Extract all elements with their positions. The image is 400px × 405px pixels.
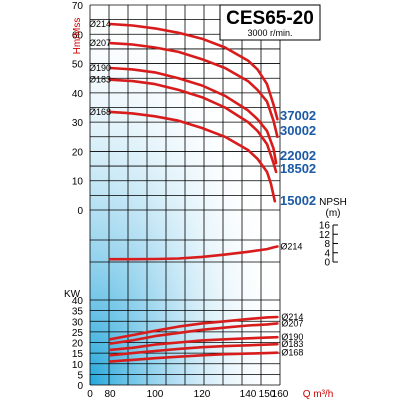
npsh-impeller-label: Ø214: [280, 242, 302, 252]
power-impeller-label: Ø168: [281, 348, 303, 358]
power-curve: [108, 322, 279, 345]
labels: 0481216NPSH(m)010203040506070Hm/Mss05101…: [64, 1, 347, 400]
head-curve: [108, 110, 277, 203]
head-impeller-label: Ø183: [89, 75, 111, 85]
npsh-axis-label: NPSH: [319, 197, 347, 208]
power-tick-label: 35: [72, 307, 84, 318]
pump-model-label: 37002: [280, 108, 316, 123]
power-tick-label: 5: [77, 370, 83, 381]
power-axis-label: KW: [64, 289, 81, 300]
power-tick-label: 30: [72, 317, 84, 328]
power-tick-label: 25: [72, 328, 84, 339]
title-box-border: [219, 4, 321, 41]
head-curve: [108, 78, 278, 174]
head-tick-label: 20: [72, 147, 84, 158]
head-curve: [108, 66, 278, 165]
head-impeller-label: Ø207: [89, 38, 111, 48]
head-curve: [108, 22, 279, 121]
power-tick-label: 40: [72, 296, 84, 307]
pump-model-label: 30002: [280, 123, 316, 138]
npsh-tick-label: 12: [319, 230, 331, 241]
power-tick-label: 20: [72, 339, 84, 350]
npsh-tick-label: 4: [324, 248, 330, 259]
x-tick-label: 160: [272, 389, 289, 400]
chart-subtitle: 3000 r/min.: [247, 28, 292, 38]
x-tick-label: 120: [194, 389, 211, 400]
npsh-curve: [108, 245, 279, 261]
power-curve: [108, 315, 279, 341]
head-tick-label: 70: [72, 1, 84, 12]
npsh-tick-label: 0: [324, 258, 330, 269]
head-tick-label: 0: [77, 206, 83, 217]
chart-title: CES65-20: [226, 8, 314, 29]
x-axis-label: Q m³/h: [303, 389, 334, 400]
power-tick-label: 10: [72, 360, 84, 371]
head-impeller-label: Ø190: [89, 63, 111, 73]
x-tick-label: 140: [240, 389, 257, 400]
power-curve: [108, 342, 279, 357]
npsh-tick-label: 8: [324, 239, 330, 250]
pump-model-label: 22002: [280, 148, 316, 163]
x-tick-label: 150: [259, 389, 276, 400]
power-impeller-label: Ø214: [281, 312, 303, 322]
x-tick-label: 80: [104, 389, 116, 400]
pump-model-label: 15002: [280, 193, 316, 208]
head-tick-label: 40: [72, 89, 84, 100]
curves: [108, 22, 279, 363]
head-impeller-label: Ø214: [89, 19, 111, 29]
power-tick-label: 0: [77, 381, 83, 392]
head-axis-label: Hm/Mss: [72, 18, 83, 55]
head-tick-label: 30: [72, 118, 84, 129]
power-curve: [108, 351, 279, 363]
title-box: CES65-20 3000 r/min.: [219, 4, 321, 41]
power-curve: [108, 335, 279, 352]
head-tick-label: 60: [72, 30, 84, 41]
x-tick-label: 100: [147, 389, 164, 400]
power-impeller-label: Ø207: [281, 318, 303, 328]
head-curve: [108, 41, 279, 139]
head-tick-label: 10: [72, 177, 84, 188]
head-tick-label: 50: [72, 60, 84, 71]
power-impeller-label: Ø183: [281, 339, 303, 349]
x-tick-label: 0: [87, 389, 93, 400]
npsh-tick-label: 16: [319, 221, 331, 232]
power-impeller-label: Ø190: [281, 332, 303, 342]
head-impeller-label: Ø168: [89, 107, 111, 117]
pump-model-label: 18502: [280, 161, 316, 176]
power-tick-label: 15: [72, 349, 84, 360]
npsh-axis-label-unit: (m): [326, 208, 341, 219]
